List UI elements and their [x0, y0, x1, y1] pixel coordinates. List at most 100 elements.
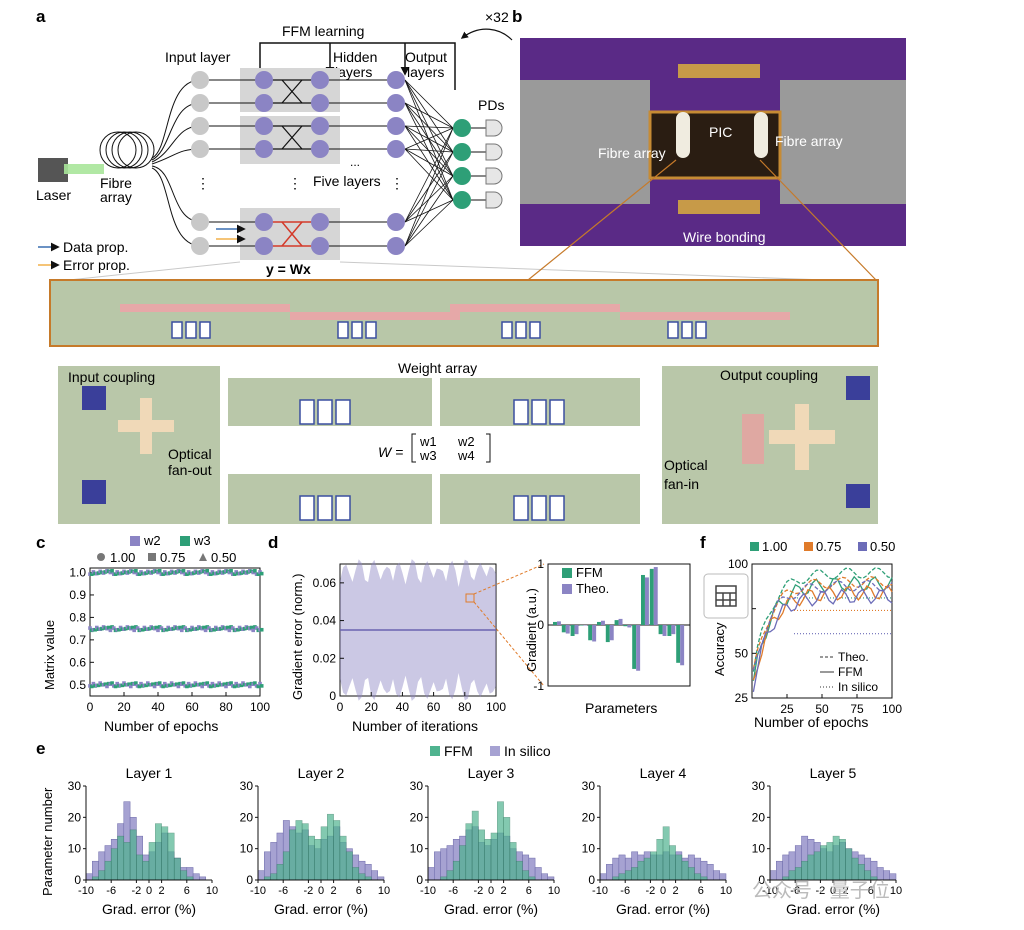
c-point-w2: [135, 626, 140, 630]
c-marker-100: 1.00: [110, 550, 135, 565]
c-point-w3: [103, 682, 108, 687]
d-left-plot: 0 20 40 60 80 100 0 0.02 0.04 0.06: [313, 559, 506, 714]
chip-strip-heaters: [171, 321, 707, 339]
c-xtick-label: 60: [185, 700, 199, 714]
output-coupler-top: [846, 376, 870, 400]
c-point-w3: [212, 627, 216, 632]
e-xtick-label: -10: [78, 885, 94, 897]
c-point-w3: [168, 683, 172, 688]
c-ytick-label: 0.9: [69, 588, 86, 602]
weight-heaters: [299, 399, 565, 521]
input-coupler-top: [82, 386, 106, 410]
d-xtick-label: 60: [427, 700, 441, 714]
wire-bonding-label: Wire bonding: [683, 229, 766, 245]
e-bar-ffm: [295, 820, 303, 881]
d-left-xlabel: Number of iterations: [352, 718, 478, 734]
zoom-line-right: [339, 261, 879, 283]
input-layer-label: Input layer: [165, 49, 231, 65]
e-bar-ffm: [327, 813, 334, 881]
c-point-w2: [180, 628, 184, 633]
e-ytick-label: 0: [758, 873, 765, 887]
d-bar-theo: [636, 625, 641, 671]
f-plot: 255075100255075100: [728, 557, 902, 716]
d-zoom-box: [465, 593, 475, 603]
c-point-w3: [161, 684, 165, 689]
e-bar-ffm: [687, 867, 695, 881]
e-xtick-label: 2: [843, 885, 849, 897]
c-point-w2: [132, 628, 136, 633]
c-point-w3: [110, 569, 114, 573]
hidden-layers-label-1: Hidden: [333, 49, 377, 65]
output-link: [404, 125, 454, 153]
c-ylabel: Matrix value: [42, 620, 57, 690]
e-xtick-label: 0: [318, 885, 324, 897]
e-bar-insilico: [706, 864, 714, 881]
c-point-w3: [96, 683, 101, 688]
chip-strip-waveguides: [120, 304, 790, 320]
e-bar-ffm: [650, 851, 657, 881]
c-point-w2: [183, 626, 187, 630]
d-ytick-label: 0.04: [313, 614, 337, 628]
c-point-w2: [248, 684, 252, 689]
d-bar-theo: [600, 620, 605, 625]
table-icon[interactable]: [715, 585, 737, 607]
e-bar-ffm: [142, 860, 150, 881]
e-bar-ffm: [839, 839, 846, 881]
e-bar-insilico: [257, 870, 265, 881]
c-point-w3: [208, 684, 213, 689]
d-bar-theo: [574, 625, 579, 635]
panel-label-f: f: [700, 533, 706, 552]
c-point-w3: [161, 572, 165, 576]
e-ytick-label: 30: [410, 779, 424, 793]
e-bar-ffm: [669, 845, 676, 881]
output-coupler-bottom: [846, 484, 870, 508]
output-coupling-label: Output coupling: [720, 367, 818, 383]
e-bar-insilico: [371, 870, 378, 881]
f-ffm-0.75: [752, 584, 893, 681]
d-bar-ffm: [579, 625, 584, 626]
output-link: [404, 148, 454, 177]
e-xtick-label: 10: [206, 885, 218, 897]
e-xtick-label: 6: [184, 885, 190, 897]
d-right-ylabel: Gradient (a.u.): [524, 588, 539, 672]
f-axes: [751, 563, 893, 699]
table-icon-overlay[interactable]: [703, 573, 749, 619]
c-legend-w3: w3: [193, 533, 211, 548]
e-bar-ffm: [301, 823, 309, 881]
output-link: [404, 102, 454, 177]
e-bar-ffm: [129, 829, 137, 881]
d-bar-theo: [565, 625, 570, 634]
e-bar-ffm: [352, 867, 360, 881]
c-point-w2: [258, 681, 262, 686]
c-points: [88, 569, 264, 689]
glue-left: [676, 112, 690, 158]
e-ytick-label: 0: [246, 873, 253, 887]
e-bar-insilico: [889, 873, 897, 881]
e-xlabel: Grad. error (%): [786, 901, 880, 917]
e-xtick-label: -10: [250, 885, 266, 897]
e-legend-ffm: FFM: [444, 743, 473, 759]
e-bar-insilico: [440, 848, 448, 881]
matrix-w2: w2: [457, 434, 475, 449]
d-xtick-label: 20: [365, 700, 379, 714]
c-point-w2: [91, 681, 96, 686]
c-point-w2: [139, 681, 143, 686]
e-bar-ffm: [333, 820, 341, 881]
c-point-w3: [215, 683, 220, 688]
d-bar-ffm: [667, 625, 672, 636]
c-point-w3: [140, 627, 145, 632]
c-point-w3: [198, 682, 203, 687]
d-bar-theo: [592, 625, 597, 642]
c-point-w3: [188, 627, 193, 632]
e-bar-insilico: [876, 867, 884, 881]
c-point-w3: [239, 683, 244, 688]
c-point-w3: [113, 684, 118, 689]
e-bar-insilico: [427, 867, 435, 881]
d-bar-ffm: [676, 625, 681, 663]
zoom-b-right: [759, 159, 877, 281]
panel-a: a FFM learning ×32 Input layer Hidden la…: [36, 7, 879, 283]
c-xtick-label: 80: [219, 700, 233, 714]
c-point-w3: [205, 681, 210, 685]
output-layers-label-2: layers: [407, 64, 444, 80]
